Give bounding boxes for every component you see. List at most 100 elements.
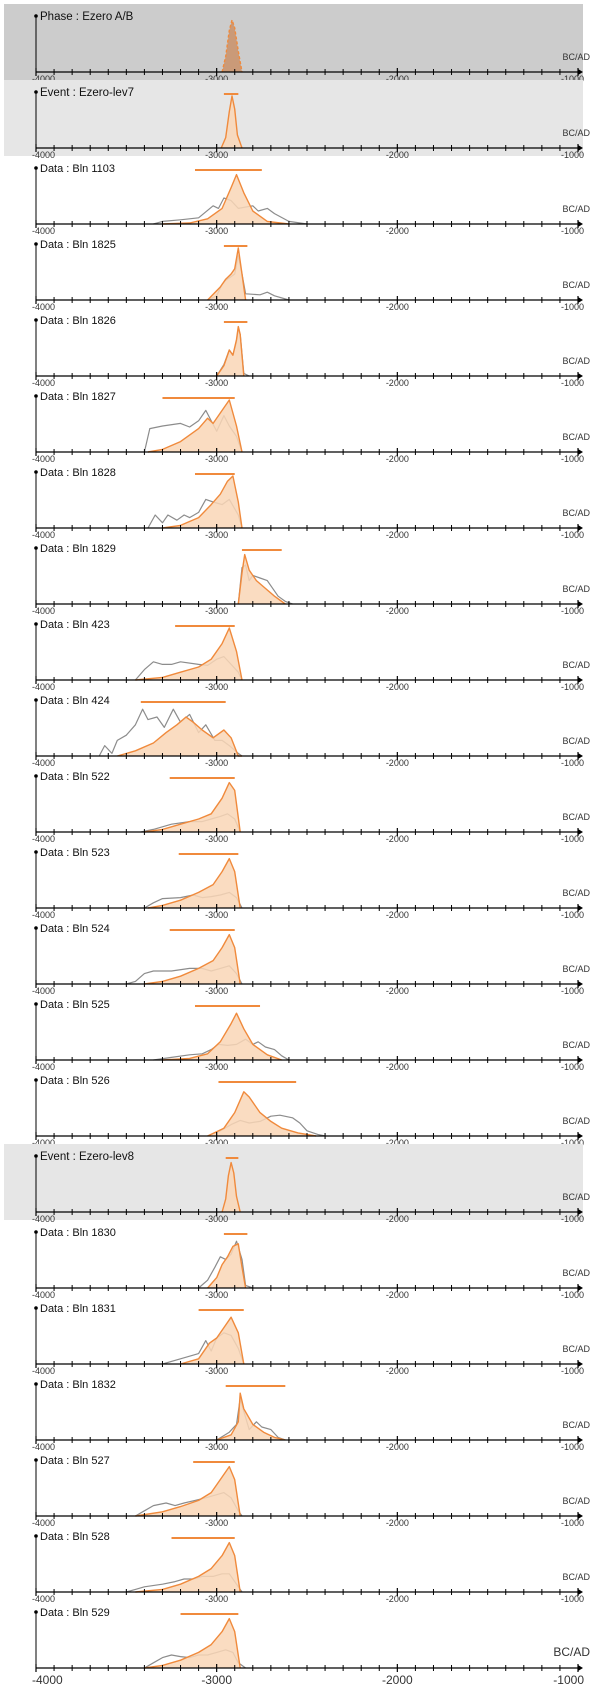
posterior-curve: [135, 627, 243, 681]
tick-label: -4000: [32, 302, 55, 312]
unit-label: BC/AD: [562, 280, 590, 290]
unit-label: BC/AD: [562, 888, 590, 898]
panel: -4000 -3000 -2000 -1000 BC/AD Event : Ezero-l…: [4, 80, 590, 160]
x-axis-arrow: [578, 601, 583, 607]
panel-label: Event : Ezero-lev7: [40, 87, 134, 99]
posterior-area: [222, 1162, 241, 1212]
tick-label: -2000: [382, 1673, 413, 1687]
posterior-curve: [162, 1012, 282, 1061]
unit-label: BC/AD: [562, 1040, 590, 1050]
posterior-area: [135, 1542, 241, 1592]
tick-label: -1000: [561, 1366, 584, 1376]
tick-label: -2000: [386, 1214, 409, 1224]
tick-label: -3000: [205, 910, 228, 920]
unit-label: BC/AD: [562, 432, 590, 442]
panel: -4000 -3000 -2000 -1000 BC/AD Data : Bln 424: [32, 695, 590, 768]
posterior-curve: [220, 95, 243, 149]
tick-label: -2000: [386, 1366, 409, 1376]
unit-label: BC/AD: [562, 1268, 590, 1278]
posterior-curve: [144, 781, 241, 833]
panel: -4000 -3000 -2000 -1000 BC/AD Data : Bln 423: [32, 619, 590, 692]
tick-label: -4000: [32, 1442, 55, 1452]
panel-label: Data : Bln 424: [40, 695, 110, 707]
panel-label: Data : Bln 522: [40, 771, 110, 783]
panel: -4000 -3000 -2000 -1000 BC/AD Data : Bln 524: [32, 923, 590, 996]
tick-label: -1000: [561, 1594, 584, 1604]
tick-label: -4000: [32, 226, 55, 236]
tick-label: -1000: [561, 1518, 584, 1528]
posterior-area: [148, 400, 242, 452]
posterior-curve: [207, 247, 247, 301]
unit-label: BC/AD: [562, 812, 590, 822]
unit-label: BC/AD: [562, 660, 590, 670]
tick-label: -3000: [205, 1214, 228, 1224]
tick-label: -3000: [205, 1594, 228, 1604]
x-axis-arrow: [578, 525, 583, 531]
posterior-area: [162, 476, 242, 528]
tick-label: -3000: [205, 986, 228, 996]
panel: -4000 -3000 -2000 -1000 BC/AD Data : Bln 1103: [32, 163, 590, 236]
tick-label: -4000: [32, 150, 55, 160]
panel: -4000 -3000 -2000 -1000 BC/AD Data : Bln 522: [32, 771, 590, 844]
panel: -4000 -3000 -2000 -1000 BC/AD Event : Ezero-l…: [4, 1144, 590, 1224]
posterior-curve: [180, 1316, 245, 1365]
panel: -4000 -3000 -2000 -1000 BC/AD Phase : Ezero A…: [4, 4, 590, 84]
tick-label: -3000: [205, 378, 228, 388]
posterior-curve: [216, 325, 245, 377]
unit-label: BC/AD: [562, 584, 590, 594]
panel-label: Data : Bln 1831: [40, 1303, 116, 1315]
unit-label: BC/AD: [562, 52, 590, 62]
tick-label: -3000: [201, 1673, 232, 1687]
panel-label: Data : Bln 1827: [40, 391, 116, 403]
posterior-area: [135, 1466, 241, 1516]
y-axis-dot: [34, 1534, 38, 1538]
x-axis-arrow: [578, 1513, 583, 1519]
x-axis-arrow: [578, 1285, 583, 1291]
y-axis-dot: [34, 1078, 38, 1082]
posterior-curve: [237, 553, 286, 605]
tick-label: -1000: [561, 758, 584, 768]
panel-label: Data : Bln 523: [40, 847, 110, 859]
panel: -4000 -3000 -2000 -1000 BC/AD Data : Bln 523: [32, 847, 590, 920]
x-axis-arrow: [578, 1589, 583, 1595]
panel-label: Data : Bln 528: [40, 1531, 110, 1543]
panel-label: Phase : Ezero A/B: [40, 11, 134, 23]
y-axis-dot: [34, 1610, 38, 1614]
unit-label: BC/AD: [562, 356, 590, 366]
posterior-area: [144, 934, 241, 984]
event-band: [4, 80, 583, 156]
x-axis-arrow: [578, 1057, 583, 1063]
tick-label: -1000: [561, 1290, 584, 1300]
unit-label: BC/AD: [562, 1572, 590, 1582]
x-axis-arrow: [578, 145, 583, 151]
panel-label: Data : Bln 529: [40, 1607, 110, 1619]
posterior-curve: [216, 1392, 286, 1441]
y-axis-dot: [34, 1458, 38, 1462]
unit-label: BC/AD: [562, 964, 590, 974]
panel: -4000 -3000 -2000 -1000 BC/AD Data : Bln 1826: [32, 315, 590, 388]
panel-label: Data : Bln 527: [40, 1455, 110, 1467]
tick-label: -2000: [386, 1518, 409, 1528]
unit-label: BC/AD: [562, 128, 590, 138]
tick-label: -4000: [32, 1138, 55, 1148]
y-axis-dot: [34, 1306, 38, 1310]
y-axis-dot: [34, 166, 38, 170]
tick-label: -3000: [205, 606, 228, 616]
posterior-curve: [207, 1243, 247, 1289]
posterior-area: [207, 1091, 316, 1136]
y-axis-dot: [34, 14, 38, 18]
y-axis-dot: [34, 698, 38, 702]
panel-label: Data : Bln 526: [40, 1075, 110, 1087]
panel: -4000 -3000 -2000 -1000 BC/AD Data : Bln 1827: [32, 391, 590, 464]
tick-label: -4000: [32, 910, 55, 920]
tick-label: -3000: [205, 226, 228, 236]
tick-label: -2000: [386, 606, 409, 616]
panel: -4000 -3000 -2000 -1000 BC/AD Data : Bln 527: [32, 1455, 590, 1528]
posterior-area: [238, 554, 286, 604]
unit-label: BC/AD: [562, 1192, 590, 1202]
x-axis-arrow: [578, 677, 583, 683]
y-axis-dot: [34, 1002, 38, 1006]
panel: -4000 -3000 -2000 -1000 BC/AD Data : Bln 1832: [32, 1379, 590, 1452]
x-axis-arrow: [578, 449, 583, 455]
tick-label: -3000: [205, 454, 228, 464]
